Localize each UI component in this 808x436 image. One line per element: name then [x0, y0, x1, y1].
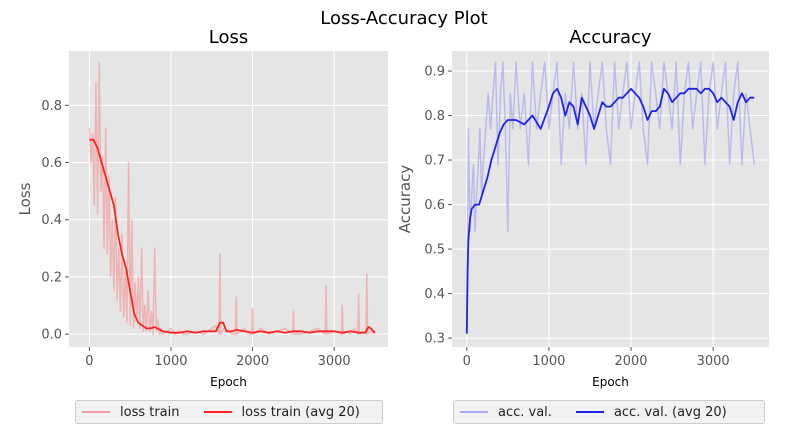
loss-subplot-title: Loss: [209, 27, 248, 48]
accuracy-y-tick-label: 0.5: [424, 243, 445, 258]
legend-item-loss-avg: loss train (avg 20): [203, 404, 360, 420]
legend-item-acc-val: acc. val.: [460, 405, 552, 420]
loss-y-tick-label: 0.2: [41, 270, 62, 285]
accuracy-y-tick-label: 0.6: [424, 198, 445, 213]
accuracy-x-tick-label: 1000: [532, 354, 565, 369]
legend-swatch-acc-val: [460, 411, 488, 413]
legend-label-loss-avg: loss train (avg 20): [241, 404, 360, 420]
figure-title: Loss-Accuracy Plot: [320, 8, 487, 29]
accuracy-subplot: 0 1000 2000 3000 0.3 0.4 0.5 0.6 0.7 0.8 0.9 Accura…: [396, 27, 769, 389]
loss-x-tick-label: 0: [85, 354, 93, 369]
accuracy-y-tick-label: 0.3: [424, 332, 445, 347]
legend-item-acc-avg: acc. val. (avg 20): [575, 404, 727, 420]
accuracy-y-tick-label: 0.4: [424, 287, 445, 302]
legend-swatch-loss-train: [82, 411, 110, 413]
accuracy-legend: acc. val. acc. val. (avg 20): [453, 400, 765, 424]
legend-label-acc-avg: acc. val. (avg 20): [613, 404, 727, 420]
loss-plot-area: [69, 51, 388, 347]
legend-label-loss-train: loss train: [120, 404, 180, 420]
loss-series-line-avg: [89, 138, 376, 334]
accuracy-y-tick-label: 0.7: [424, 154, 445, 169]
accuracy-y-axis-label: Accuracy: [396, 165, 414, 234]
legend-item-loss-train: loss train: [82, 405, 180, 420]
accuracy-x-tick-label: 2000: [614, 354, 647, 369]
accuracy-subplot-title: Accuracy: [569, 27, 652, 48]
accuracy-series-line-raw: [466, 61, 755, 334]
accuracy-x-tick-label: 3000: [697, 354, 730, 369]
loss-y-tick-label: 0.6: [41, 156, 62, 171]
accuracy-x-tick-label: 0: [463, 354, 471, 369]
loss-x-tick-label: 2000: [236, 354, 269, 369]
legend-swatch-loss-avg: [203, 411, 232, 413]
accuracy-y-tick-label: 0.8: [424, 109, 445, 124]
legend-swatch-acc-avg: [575, 411, 604, 413]
loss-y-tick-label: 0.0: [41, 328, 62, 343]
loss-y-tick-label: 0.4: [41, 213, 62, 228]
accuracy-series-line-avg: [465, 87, 755, 334]
loss-x-tick-label: 3000: [318, 354, 351, 369]
accuracy-x-axis-label: Epoch: [592, 375, 629, 389]
loss-x-tick-label: 1000: [154, 354, 187, 369]
loss-y-tick-label: 0.8: [41, 99, 62, 114]
legend-label-acc-val: acc. val.: [498, 404, 552, 420]
loss-legend: loss train loss train (avg 20): [75, 400, 383, 424]
loss-x-axis-label: Epoch: [210, 375, 247, 389]
accuracy-y-tick-label: 0.9: [424, 65, 445, 80]
loss-y-axis-label: Loss: [16, 182, 34, 215]
loss-subplot: 0 1000 2000 3000 0.0 0.2 0.4 0.6 0.8 Loss Epoch Los…: [16, 27, 388, 389]
